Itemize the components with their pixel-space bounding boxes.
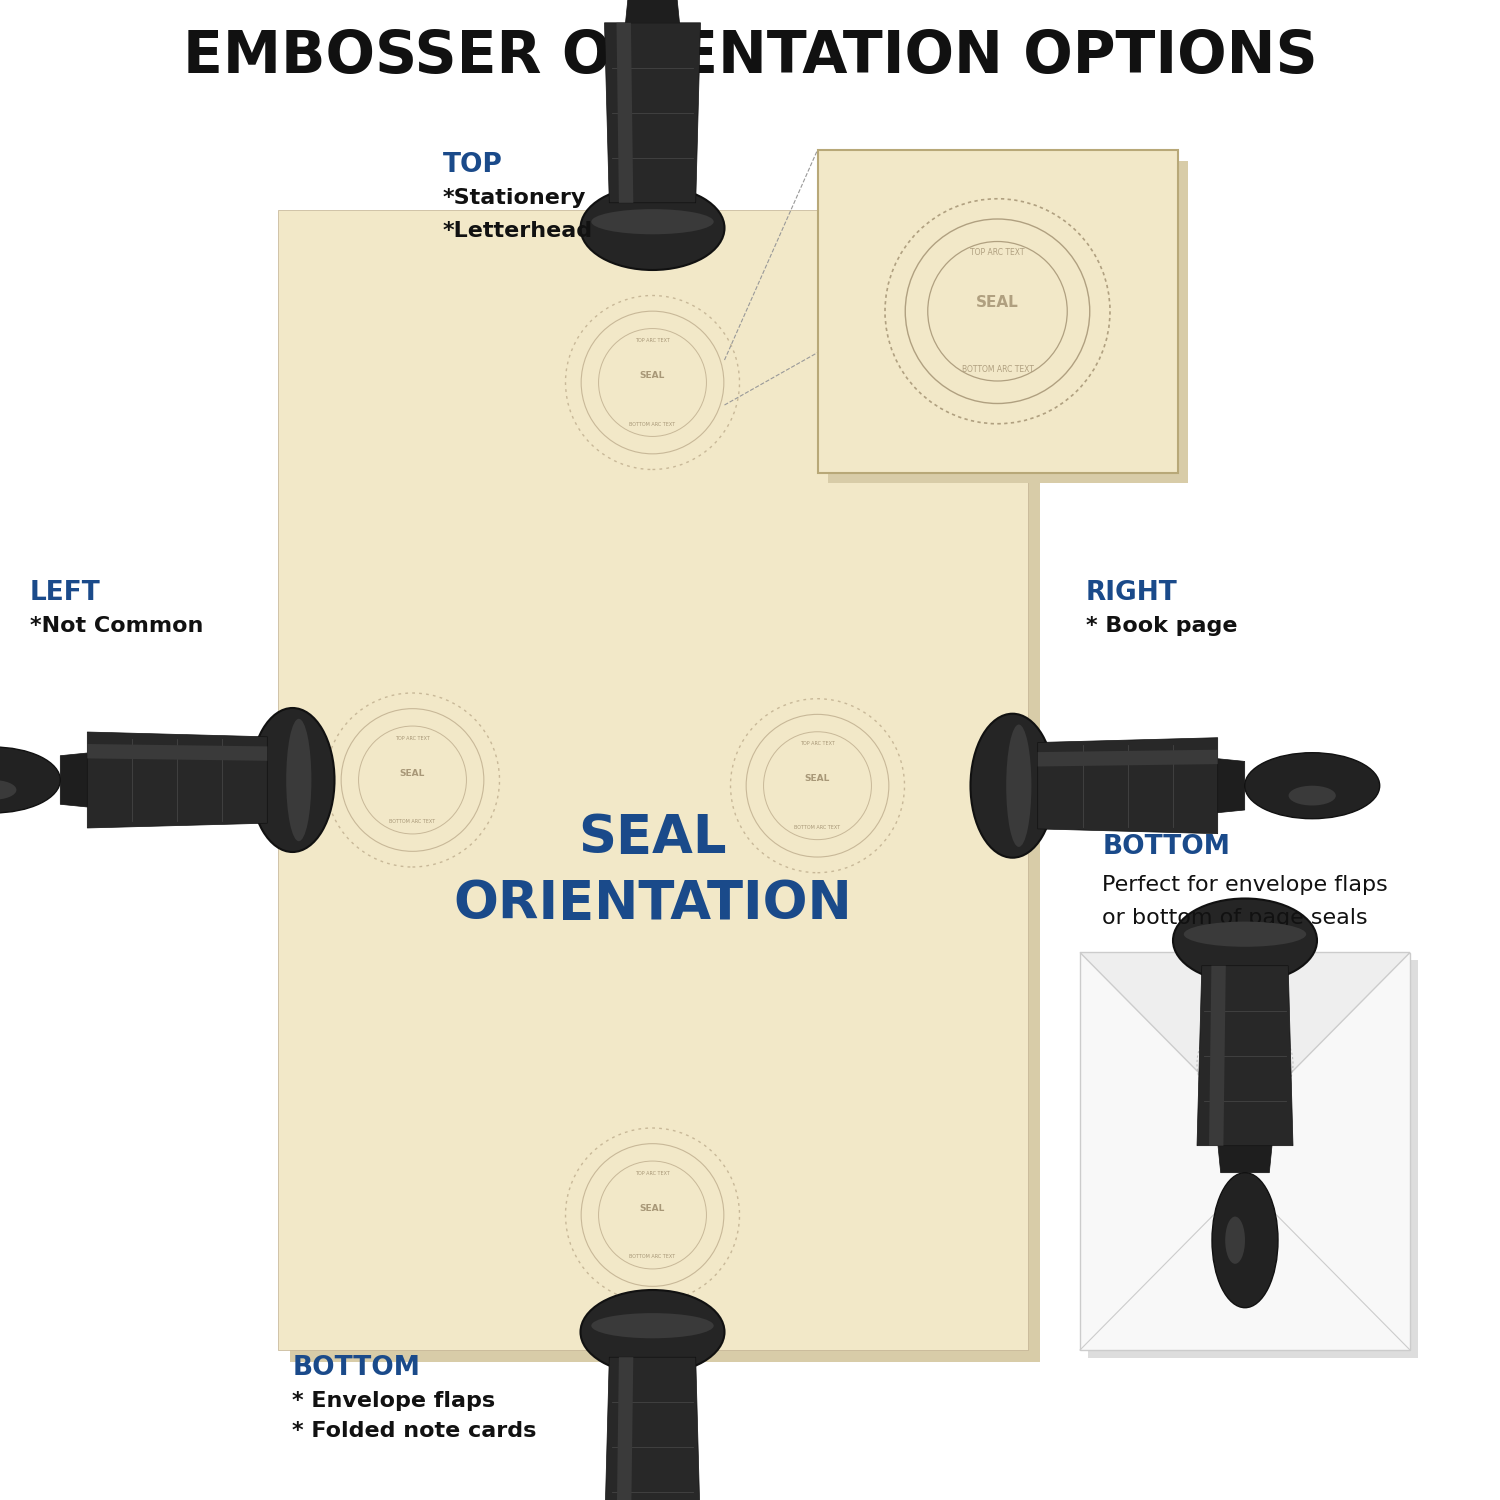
Text: * Envelope flaps: * Envelope flaps (292, 1390, 495, 1411)
Text: SEAL: SEAL (640, 370, 664, 380)
Ellipse shape (591, 1312, 714, 1338)
Ellipse shape (0, 780, 16, 800)
Text: * Folded note cards: * Folded note cards (292, 1420, 537, 1442)
Text: BOTTOM ARC TEXT: BOTTOM ARC TEXT (630, 422, 675, 428)
Text: TOP ARC TEXT: TOP ARC TEXT (634, 338, 670, 344)
Text: EMBOSSER ORIENTATION OPTIONS: EMBOSSER ORIENTATION OPTIONS (183, 28, 1317, 86)
Text: *Stationery: *Stationery (442, 188, 586, 209)
Polygon shape (604, 22, 700, 202)
Ellipse shape (1288, 786, 1336, 806)
Polygon shape (616, 1358, 633, 1500)
Text: BOTTOM ARC TEXT: BOTTOM ARC TEXT (962, 366, 1034, 375)
Ellipse shape (0, 747, 60, 813)
Polygon shape (1218, 1146, 1272, 1173)
Text: BOTTOM ARC TEXT: BOTTOM ARC TEXT (630, 1254, 675, 1260)
Polygon shape (626, 0, 680, 22)
FancyBboxPatch shape (1088, 960, 1418, 1358)
Polygon shape (1038, 738, 1218, 834)
Text: TOP ARC TEXT: TOP ARC TEXT (970, 248, 1024, 256)
Text: *Not Common: *Not Common (30, 615, 204, 636)
Text: BOTTOM: BOTTOM (292, 1354, 420, 1382)
Ellipse shape (580, 1290, 724, 1374)
Polygon shape (616, 22, 633, 202)
Polygon shape (1197, 966, 1293, 1146)
Ellipse shape (1212, 1173, 1278, 1308)
Text: RIGHT: RIGHT (1086, 579, 1178, 606)
Text: BOTTOM: BOTTOM (1102, 834, 1230, 861)
Text: SEAL: SEAL (400, 768, 424, 777)
Ellipse shape (1173, 898, 1317, 983)
Text: SEAL: SEAL (640, 1203, 664, 1212)
Text: * Book page: * Book page (1086, 615, 1238, 636)
Ellipse shape (970, 714, 1054, 858)
Ellipse shape (1226, 1216, 1245, 1264)
Text: SEAL: SEAL (1236, 1060, 1254, 1066)
Ellipse shape (591, 209, 714, 234)
Polygon shape (604, 1358, 700, 1500)
FancyBboxPatch shape (290, 222, 1040, 1362)
Ellipse shape (1184, 921, 1306, 946)
Text: *Letterhead: *Letterhead (442, 220, 592, 242)
Ellipse shape (1007, 724, 1032, 848)
Polygon shape (87, 732, 267, 828)
Text: BOTTOM ARC TEXT: BOTTOM ARC TEXT (795, 825, 840, 830)
Text: Perfect for envelope flaps: Perfect for envelope flaps (1102, 874, 1389, 896)
Polygon shape (1080, 952, 1410, 1119)
Text: BOTTOM ARC TEXT: BOTTOM ARC TEXT (390, 819, 435, 825)
Text: TOP ARC TEXT: TOP ARC TEXT (394, 735, 430, 741)
FancyBboxPatch shape (1080, 952, 1410, 1350)
FancyBboxPatch shape (278, 210, 1028, 1350)
Polygon shape (1218, 759, 1245, 813)
Text: or bottom of page seals: or bottom of page seals (1102, 908, 1368, 928)
FancyBboxPatch shape (818, 150, 1178, 472)
Polygon shape (1038, 750, 1218, 766)
Text: LEFT: LEFT (30, 579, 100, 606)
Text: TOP: TOP (442, 152, 503, 178)
Ellipse shape (286, 718, 312, 842)
Text: TOP ARC TEXT: TOP ARC TEXT (634, 1170, 670, 1176)
Ellipse shape (580, 186, 724, 270)
Text: SEAL: SEAL (806, 774, 830, 783)
Ellipse shape (1245, 753, 1380, 819)
Ellipse shape (251, 708, 334, 852)
Polygon shape (60, 753, 87, 807)
Polygon shape (87, 744, 267, 760)
FancyBboxPatch shape (828, 160, 1188, 483)
Polygon shape (1209, 966, 1225, 1146)
Text: TOP ARC TEXT: TOP ARC TEXT (800, 741, 836, 747)
Text: SEAL
ORIENTATION: SEAL ORIENTATION (453, 812, 852, 930)
Text: SEAL: SEAL (976, 294, 1018, 309)
